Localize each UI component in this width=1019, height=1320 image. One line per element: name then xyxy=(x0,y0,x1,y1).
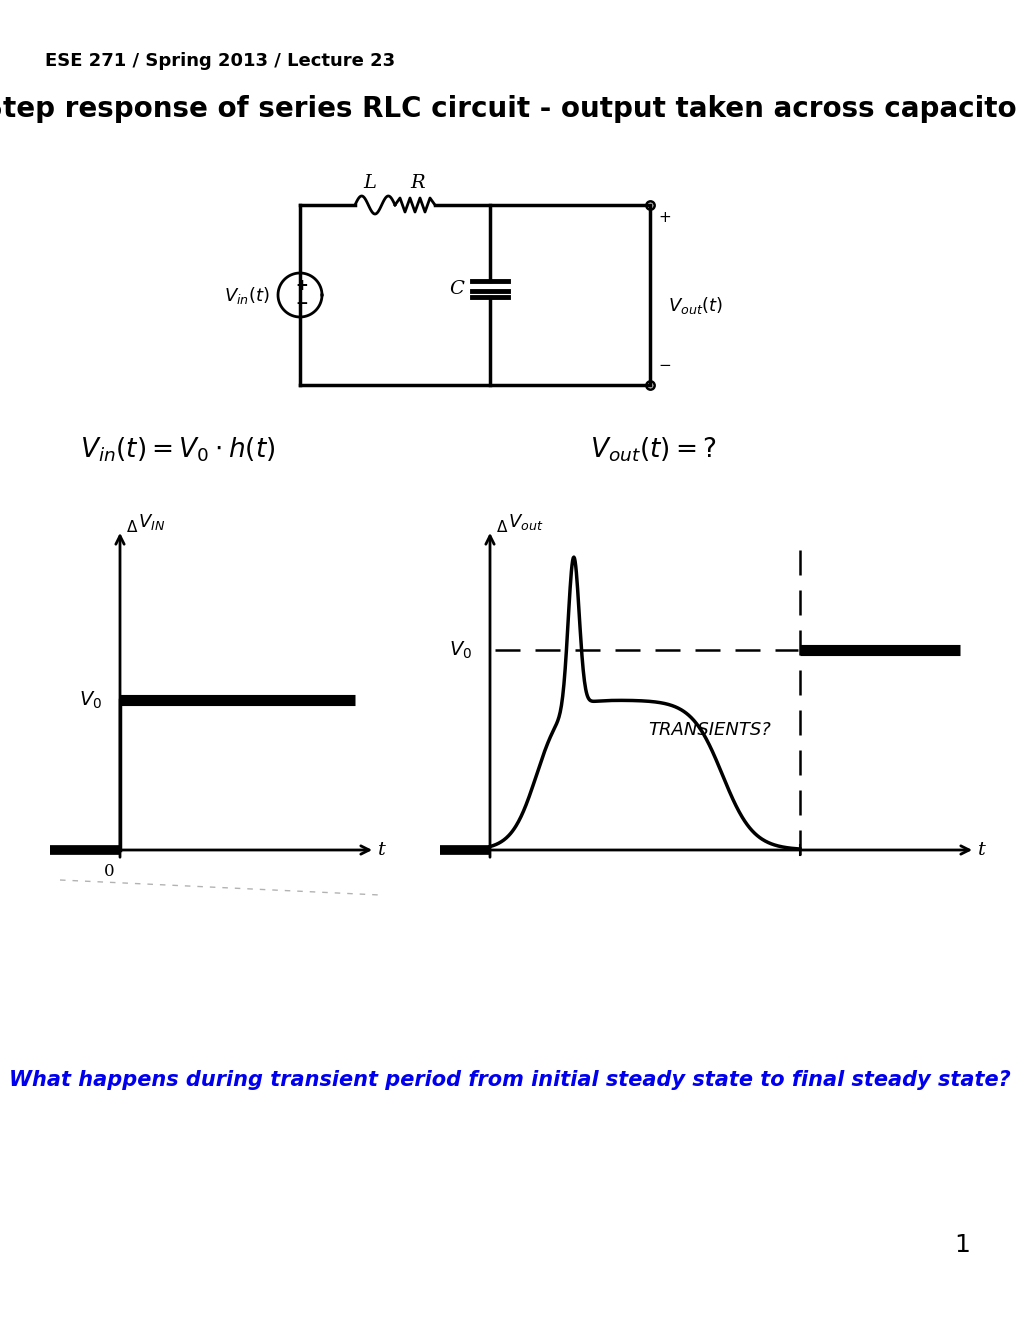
Text: 0: 0 xyxy=(104,863,115,880)
Text: $V_{out}(t)$: $V_{out}(t)$ xyxy=(667,294,722,315)
Text: +: + xyxy=(296,279,308,293)
Text: −: − xyxy=(657,358,671,372)
Text: $\Delta$: $\Delta$ xyxy=(495,519,507,535)
Text: C: C xyxy=(448,280,464,298)
Text: $V_{out}(t) = ?$: $V_{out}(t) = ?$ xyxy=(589,436,715,463)
Text: TRANSIENTS?: TRANSIENTS? xyxy=(648,721,770,739)
Text: Step response of series RLC circuit - output taken across capacitor.: Step response of series RLC circuit - ou… xyxy=(0,95,1019,123)
Text: $\Delta$: $\Delta$ xyxy=(126,519,139,535)
Text: What happens during transient period from initial steady state to final steady s: What happens during transient period fro… xyxy=(9,1071,1010,1090)
Text: L: L xyxy=(363,174,376,191)
Text: $V_{IN}$: $V_{IN}$ xyxy=(138,512,165,532)
Text: t: t xyxy=(378,841,385,859)
Text: $V_0$: $V_0$ xyxy=(448,639,472,660)
Text: ESE 271 / Spring 2013 / Lecture 23: ESE 271 / Spring 2013 / Lecture 23 xyxy=(45,51,394,70)
Text: +: + xyxy=(657,210,671,224)
Text: $V_{out}$: $V_{out}$ xyxy=(507,512,543,532)
Text: −: − xyxy=(296,297,308,312)
Text: $V_0$: $V_0$ xyxy=(78,689,102,710)
Text: $V_{in}(t)$: $V_{in}(t)$ xyxy=(224,285,270,305)
Text: t: t xyxy=(977,841,985,859)
Text: $V_{in}(t)=V_0 \cdot h(t)$: $V_{in}(t)=V_0 \cdot h(t)$ xyxy=(79,436,275,463)
Text: R: R xyxy=(411,174,425,191)
Text: 1: 1 xyxy=(953,1233,969,1257)
